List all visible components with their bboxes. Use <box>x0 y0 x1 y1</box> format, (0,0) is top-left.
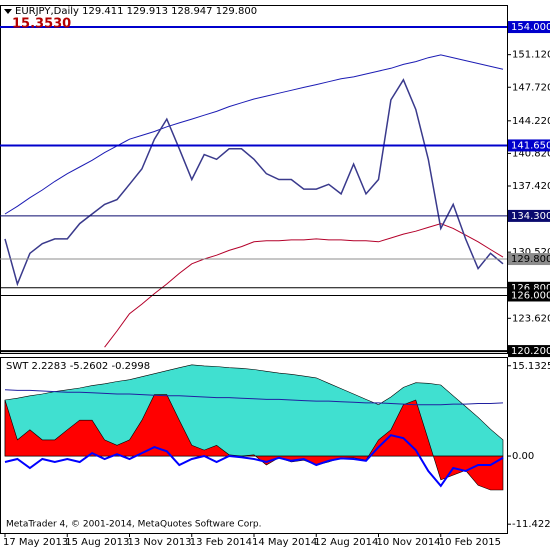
level-label-box <box>508 289 550 302</box>
level-label: 134.300 <box>511 211 550 222</box>
chart-title: EURJPY,Daily 129.411 129.913 128.947 129… <box>15 6 257 17</box>
x-tick-label: 13 Feb 2014 <box>190 537 252 548</box>
level-label-box <box>508 253 550 266</box>
line <box>4 434 504 488</box>
main-panel <box>0 5 508 354</box>
y-tick-label: 123.620 <box>512 313 550 324</box>
y-tick-label: 140.820 <box>512 148 550 159</box>
level-label: 126.000 <box>511 290 550 301</box>
x-tick-label: 14 May 2014 <box>252 537 317 548</box>
y-tick-label: 147.720 <box>512 82 550 93</box>
x-tick-label: 13 Nov 2013 <box>128 537 192 548</box>
level-label-box <box>508 139 550 152</box>
line <box>4 78 504 287</box>
x-tick-label: 10 Feb 2015 <box>439 537 501 548</box>
level-label: 120.200 <box>511 346 550 357</box>
sub-title: SWT 2.2283 -5.2602 -0.2998 <box>6 361 150 372</box>
x-tick-label: 17 May 2013 <box>3 537 68 548</box>
y-tick-label: 15.1325 <box>512 361 550 372</box>
x-tick-label: 10 Nov 2014 <box>377 537 441 548</box>
menu-arrow <box>4 9 12 14</box>
x-tick-label: 15 Aug 2013 <box>65 537 129 548</box>
y-tick-label: 137.420 <box>512 181 550 192</box>
area <box>4 364 504 457</box>
level-label: 154.000 <box>511 22 550 33</box>
plot-layer <box>0 26 507 491</box>
level-label-box <box>508 209 550 222</box>
annotation: 15.3530 <box>12 17 71 32</box>
line <box>104 223 504 348</box>
y-tick-label: 144.220 <box>512 116 550 127</box>
footer: MetaTrader 4, © 2001-2014, MetaQuotes So… <box>6 520 262 530</box>
x-tick-label: 12 Aug 2014 <box>314 537 378 548</box>
y-tick-label: -11.4225 <box>512 519 550 530</box>
y-tick-label: 0.00 <box>512 451 534 462</box>
area <box>4 394 504 491</box>
y-tick-label: 130.520 <box>512 247 550 258</box>
level-label: 126.800 <box>511 283 550 294</box>
line <box>4 389 504 406</box>
level-label: 129.800 <box>511 254 550 265</box>
line <box>4 54 504 215</box>
level-label-box <box>508 345 550 358</box>
level-label: 141.650 <box>511 140 550 151</box>
level-label-box <box>508 21 550 34</box>
y-tick-label: 151.120 <box>512 50 550 61</box>
